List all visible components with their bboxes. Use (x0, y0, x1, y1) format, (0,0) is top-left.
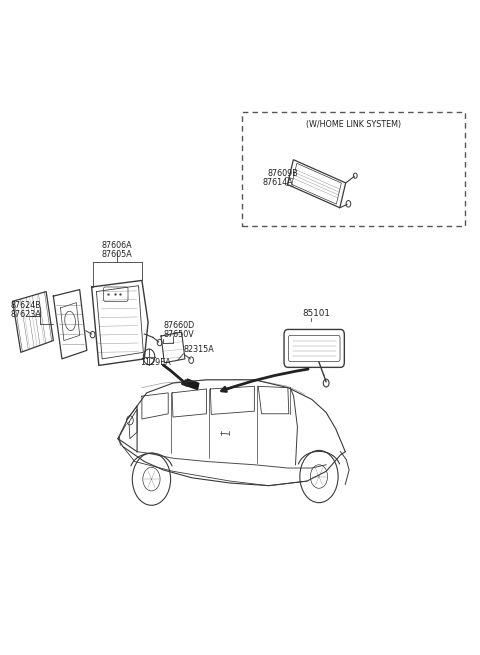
Text: 85101: 85101 (302, 309, 330, 318)
Text: 87609B: 87609B (268, 169, 299, 178)
Bar (242, 112, 465, 226)
Text: 87650V: 87650V (163, 329, 194, 339)
Text: 1129EA: 1129EA (141, 358, 171, 367)
Bar (186, 379, 199, 390)
Text: 87614A: 87614A (263, 178, 293, 187)
Text: 87623A: 87623A (10, 310, 41, 319)
Text: 82315A: 82315A (183, 345, 214, 354)
Text: 87660D: 87660D (163, 320, 195, 329)
Text: 87606A: 87606A (101, 241, 132, 250)
Text: 87605A: 87605A (101, 250, 132, 259)
Text: (W/HOME LINK SYSTEM): (W/HOME LINK SYSTEM) (306, 120, 401, 128)
Text: 87624B: 87624B (10, 301, 41, 310)
